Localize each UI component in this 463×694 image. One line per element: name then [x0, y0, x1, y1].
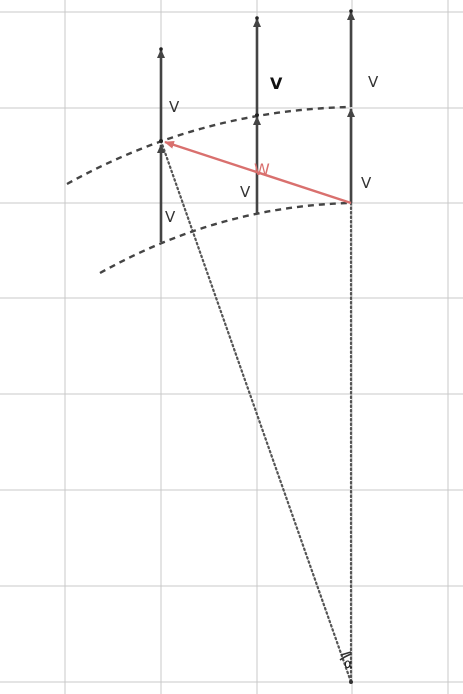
angle-marker-tick: [340, 651, 352, 656]
center-point: [349, 680, 353, 684]
trajectory-arcs: [66, 105, 352, 275]
tip-right: [349, 9, 353, 13]
joint-mid: [255, 113, 259, 117]
outer-arc: [66, 105, 352, 186]
vector-endpoints: [159, 9, 353, 143]
v-label-right-upper: V: [368, 73, 379, 91]
angle-marker: [339, 653, 352, 661]
alpha-label: α: [344, 657, 353, 672]
v-label-mid-upper: V: [270, 74, 283, 93]
tip-left: [159, 47, 163, 51]
w-vector: [164, 140, 352, 205]
radius-line-slanted: [159, 139, 353, 684]
v-label-mid-lower: V: [240, 183, 251, 201]
v-label-left-lower: V: [165, 208, 176, 226]
v-label-right-lower: V: [361, 174, 372, 192]
v-label-left-upper: V: [169, 98, 180, 116]
velocity-vectors: [157, 11, 355, 242]
joint-left: [159, 139, 163, 143]
radius-lines: [159, 139, 353, 684]
tip-mid: [255, 16, 259, 20]
inner-arc: [99, 201, 352, 275]
w-label: W: [254, 160, 270, 179]
